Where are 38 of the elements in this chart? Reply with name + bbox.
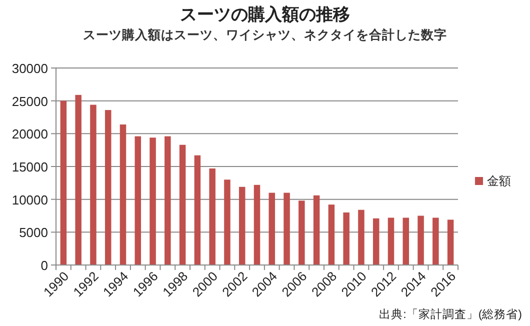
y-tick-label: 30000 [12, 61, 48, 76]
bar [104, 110, 112, 265]
bar [372, 218, 380, 265]
chart-title: スーツの購入額の推移 [180, 5, 350, 24]
bar [298, 200, 305, 265]
bar [313, 195, 320, 265]
bar [60, 100, 67, 265]
bar [254, 184, 260, 265]
bar [328, 204, 335, 265]
source-note: 出典:「家計調査」(総務省) [379, 307, 522, 321]
bar [224, 180, 230, 265]
y-tick-label: 10000 [12, 192, 48, 208]
bar [120, 124, 126, 265]
y-tick-label: 0 [40, 258, 48, 273]
bar [284, 192, 290, 265]
y-tick-label: 20000 [12, 126, 48, 142]
bar [388, 218, 394, 265]
bar [432, 218, 439, 265]
legend-label: 金額 [487, 174, 511, 188]
bar [268, 192, 276, 265]
bar [447, 220, 454, 265]
bar [90, 104, 96, 265]
chart-subtitle: スーツ購入額はスーツ、ワイシャツ、ネクタイを合計した数字 [83, 27, 447, 42]
y-tick-label: 5000 [19, 225, 48, 240]
bar [343, 212, 350, 265]
bar [179, 144, 186, 265]
bar [358, 210, 364, 265]
bar [238, 186, 246, 265]
bar [209, 168, 216, 265]
bar [150, 138, 156, 265]
y-tick-label: 15000 [12, 160, 48, 174]
bar [75, 94, 82, 265]
y-tick-label: 25000 [12, 94, 48, 109]
bar [402, 218, 410, 265]
bar [164, 136, 171, 265]
bar [194, 155, 201, 265]
bar [134, 136, 142, 265]
bar [418, 216, 424, 265]
